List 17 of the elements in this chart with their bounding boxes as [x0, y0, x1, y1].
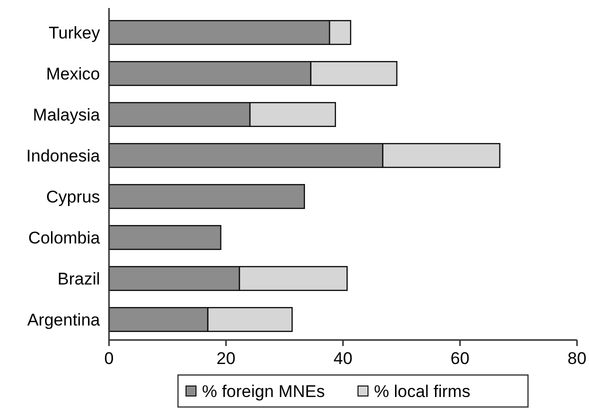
- x-tick-label: 80: [568, 349, 586, 368]
- x-tick-label: 0: [104, 349, 114, 368]
- y-tick-label: Indonesia: [26, 146, 101, 166]
- y-tick-label: Malaysia: [32, 105, 101, 124]
- y-tick-label: Argentina: [27, 310, 101, 330]
- bar: [108, 225, 222, 250]
- bar: [108, 184, 305, 209]
- y-tick-label: Mexico: [46, 64, 100, 84]
- x-tick-label: 20: [216, 349, 236, 368]
- y-tick-label: Brazil: [57, 269, 100, 288]
- y-tick-label: Colombia: [28, 228, 101, 248]
- y-tick-label: Cyprus: [46, 187, 100, 206]
- y-tick-label: Turkey: [48, 23, 100, 42]
- x-tick-label: 60: [450, 349, 470, 368]
- legend-label: % foreign MNEs: [202, 382, 325, 401]
- x-tick-label: 40: [334, 349, 352, 368]
- legend-label: % local firms: [374, 382, 470, 401]
